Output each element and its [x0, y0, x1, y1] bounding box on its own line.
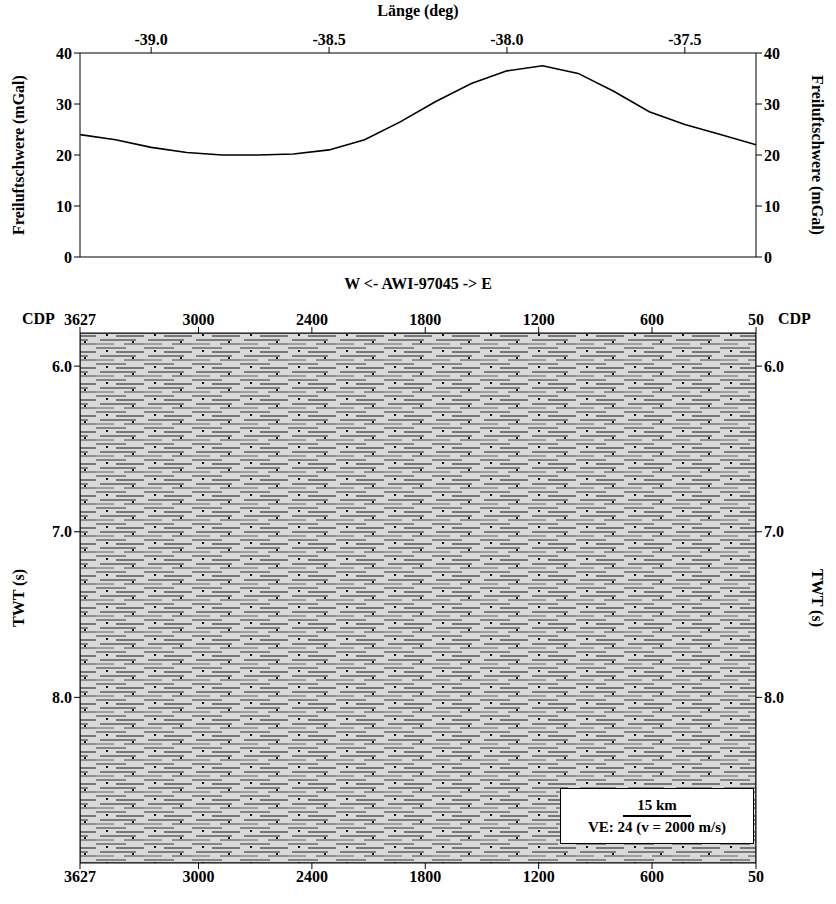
- svg-text:1200: 1200: [523, 311, 555, 328]
- svg-text:3000: 3000: [182, 868, 214, 885]
- svg-text:10: 10: [764, 198, 780, 215]
- svg-text:Länge (deg): Länge (deg): [377, 2, 458, 20]
- svg-text:6.0: 6.0: [52, 358, 72, 375]
- svg-text:0: 0: [764, 249, 772, 266]
- svg-text:20: 20: [764, 147, 780, 164]
- svg-text:-37.5: -37.5: [668, 31, 701, 48]
- svg-text:1800: 1800: [409, 868, 441, 885]
- svg-text:-38.5: -38.5: [312, 31, 345, 48]
- svg-text:2400: 2400: [296, 868, 328, 885]
- svg-text:TWT (s): TWT (s): [10, 569, 28, 627]
- svg-text:2400: 2400: [296, 311, 328, 328]
- html-text:15 km: 15 km: [637, 797, 677, 813]
- svg-text:50: 50: [748, 311, 764, 328]
- svg-text:20: 20: [56, 147, 72, 164]
- svg-text:600: 600: [640, 868, 664, 885]
- html-text:CDP: CDP: [778, 310, 811, 327]
- html-text:CDP: CDP: [22, 310, 55, 327]
- svg-text:30: 30: [764, 96, 780, 113]
- svg-text:40: 40: [764, 45, 780, 62]
- svg-text:3627: 3627: [64, 311, 96, 328]
- html-text:VE: 24 (v = 2000 m/s): VE: 24 (v = 2000 m/s): [587, 819, 727, 835]
- svg-text:-39.0: -39.0: [134, 31, 167, 48]
- svg-text:6.0: 6.0: [764, 358, 784, 375]
- svg-text:50: 50: [748, 868, 764, 885]
- svg-text:8.0: 8.0: [764, 689, 784, 706]
- svg-text:0: 0: [64, 249, 72, 266]
- svg-text:3627: 3627: [64, 868, 96, 885]
- svg-text:10: 10: [56, 198, 72, 215]
- svg-text:7.0: 7.0: [764, 523, 784, 540]
- svg-text:40: 40: [56, 45, 72, 62]
- svg-text:1800: 1800: [409, 311, 441, 328]
- svg-text:7.0: 7.0: [52, 523, 72, 540]
- svg-text:3000: 3000: [182, 311, 214, 328]
- html-text:W <- AWI-97045 -> E: W <- AWI-97045 -> E: [344, 275, 492, 292]
- svg-text:Freiluftschwere (mGal): Freiluftschwere (mGal): [808, 75, 826, 235]
- svg-text:600: 600: [640, 311, 664, 328]
- svg-text:TWT (s): TWT (s): [808, 569, 826, 627]
- svg-text:8.0: 8.0: [52, 689, 72, 706]
- svg-text:-38.0: -38.0: [490, 31, 523, 48]
- svg-text:Freiluftschwere (mGal): Freiluftschwere (mGal): [10, 75, 28, 235]
- svg-text:30: 30: [56, 96, 72, 113]
- svg-text:1200: 1200: [523, 868, 555, 885]
